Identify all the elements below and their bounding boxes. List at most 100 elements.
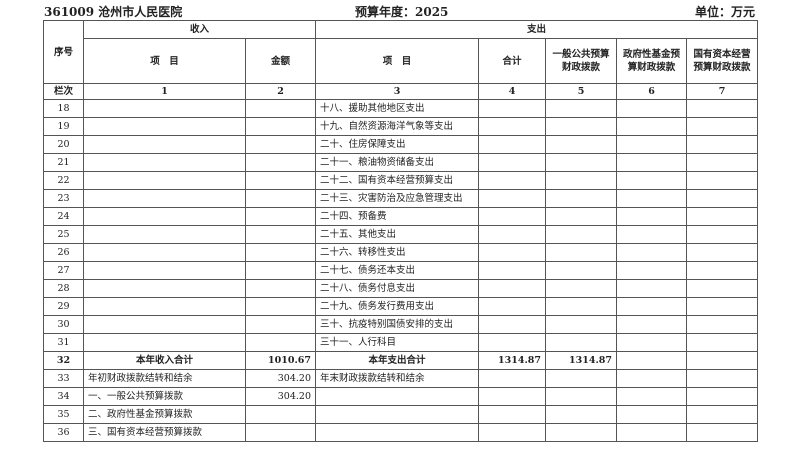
state-capital-cell [686, 117, 759, 136]
table-row: 36 三、国有资本经营预算拨款 [43, 423, 759, 442]
seq-header: 序号 [43, 20, 84, 84]
expense-item-cell: 二十七、债务还本支出 [315, 261, 480, 280]
seq-cell: 22 [43, 171, 84, 190]
income-amount-cell [244, 153, 317, 172]
fund-budget-cell [616, 315, 688, 334]
state-capital-cell [686, 369, 759, 388]
expense-item-cell: 十九、自然资源海洋气象等支出 [315, 117, 480, 136]
expense-total-cell [478, 135, 547, 154]
fund-budget-cell [616, 387, 688, 406]
table-row: 29 二十九、债务发行费用支出 [43, 297, 759, 316]
state-capital-cell [686, 297, 759, 316]
expense-item-cell [315, 423, 480, 442]
table-row: 21 二十一、粮油物资储备支出 [43, 153, 759, 172]
expense-total-cell [478, 225, 547, 244]
expense-item-cell: 二十二、国有资本经营预算支出 [315, 171, 480, 190]
expense-item-cell: 二十四、预备费 [315, 207, 480, 226]
state-capital-cell [686, 387, 759, 406]
fund-budget-cell [616, 117, 688, 136]
table-row: 23 二十三、灾害防治及应急管理支出 [43, 189, 759, 208]
seq-cell: 21 [43, 153, 84, 172]
table-row: 25 二十五、其他支出 [43, 225, 759, 244]
expense-total-cell [478, 333, 547, 352]
income-amount-header: 金额 [244, 38, 317, 84]
income-item-cell [83, 189, 246, 208]
seq-cell: 29 [43, 297, 84, 316]
income-item-cell [83, 99, 246, 118]
expense-total-cell [478, 117, 547, 136]
seq-cell: 35 [43, 405, 84, 424]
expense-header: 支出 [315, 20, 759, 39]
expense-total-cell [478, 297, 547, 316]
income-item-cell [83, 171, 246, 190]
fund-budget-cell [616, 423, 688, 442]
income-item-cell [83, 315, 246, 334]
state-capital-cell [686, 243, 759, 262]
table-row: 28 二十八、债务付息支出 [43, 279, 759, 298]
fund-budget-cell [616, 333, 688, 352]
general-budget-cell: 1314.87 [545, 351, 618, 370]
table-row: 31 三十一、人行科目 [43, 333, 759, 352]
expense-total-cell [478, 279, 547, 298]
state-capital-cell [686, 207, 759, 226]
expense-item-cell: 本年支出合计 [315, 351, 480, 370]
expense-total-cell [478, 315, 547, 334]
fund-budget-cell [616, 369, 688, 388]
seq-cell: 36 [43, 423, 84, 442]
fund-budget-cell [616, 261, 688, 280]
income-header: 收入 [82, 20, 317, 39]
expense-item-cell: 十八、援助其他地区支出 [315, 99, 480, 118]
state-capital-cell [686, 405, 759, 424]
expense-total-cell [478, 153, 547, 172]
general-budget-cell [545, 405, 618, 424]
income-amount-cell [244, 333, 317, 352]
general-budget-header: 一般公共预算财政拨款 [545, 38, 618, 84]
expense-total-cell [478, 99, 547, 118]
seq-cell: 28 [43, 279, 84, 298]
income-amount-cell [244, 423, 317, 442]
income-item-header: 项 目 [83, 38, 246, 84]
income-amount-cell [244, 297, 317, 316]
fund-budget-cell [616, 243, 688, 262]
income-item-cell: 三、国有资本经营预算拨款 [83, 423, 246, 442]
income-item-cell [83, 333, 246, 352]
general-budget-cell [545, 135, 618, 154]
seq-cell: 26 [43, 243, 84, 262]
seq-cell: 31 [43, 333, 84, 352]
table-row: 18 十八、援助其他地区支出 [43, 99, 759, 118]
unit-label: 单位：万元 [694, 5, 755, 19]
table-row: 26 二十六、转移性支出 [43, 243, 759, 262]
column-number: 1 [83, 83, 246, 100]
income-amount-cell [244, 243, 317, 262]
fund-budget-cell [616, 297, 688, 316]
column-number: 4 [478, 83, 547, 100]
state-capital-header: 国有资本经营预算财政拨款 [686, 38, 759, 84]
state-capital-cell [686, 333, 759, 352]
table-row: 33 年初财政拨款结转和结余 304.20 年末财政拨款结转和结余 [43, 369, 759, 388]
budget-year: 预算年度：2025 [355, 5, 449, 19]
income-amount-cell: 304.20 [244, 387, 317, 406]
table-row: 24 二十四、预备费 [43, 207, 759, 226]
fund-budget-cell [616, 153, 688, 172]
general-budget-cell [545, 153, 618, 172]
general-budget-cell [545, 171, 618, 190]
income-item-cell: 一、一般公共预算拨款 [83, 387, 246, 406]
general-budget-cell [545, 99, 618, 118]
seq-cell: 33 [43, 369, 84, 388]
expense-item-cell [315, 387, 480, 406]
budget-table: 序号 收入 支出 项 目 金额 项 目 合计 一般公共预算财政拨款 政府性基金预… [43, 20, 759, 442]
expense-total-cell [478, 261, 547, 280]
table-row: 20 二十、住房保障支出 [43, 135, 759, 154]
expense-item-cell: 二十一、粮油物资储备支出 [315, 153, 480, 172]
expense-item-cell: 二十六、转移性支出 [315, 243, 480, 262]
income-item-cell: 年初财政拨款结转和结余 [83, 369, 246, 388]
general-budget-cell [545, 333, 618, 352]
state-capital-cell [686, 279, 759, 298]
income-item-cell [83, 207, 246, 226]
income-item-cell [83, 135, 246, 154]
general-budget-cell [545, 189, 618, 208]
state-capital-cell [686, 135, 759, 154]
income-amount-cell [244, 189, 317, 208]
state-capital-cell [686, 261, 759, 280]
income-item-cell [83, 153, 246, 172]
